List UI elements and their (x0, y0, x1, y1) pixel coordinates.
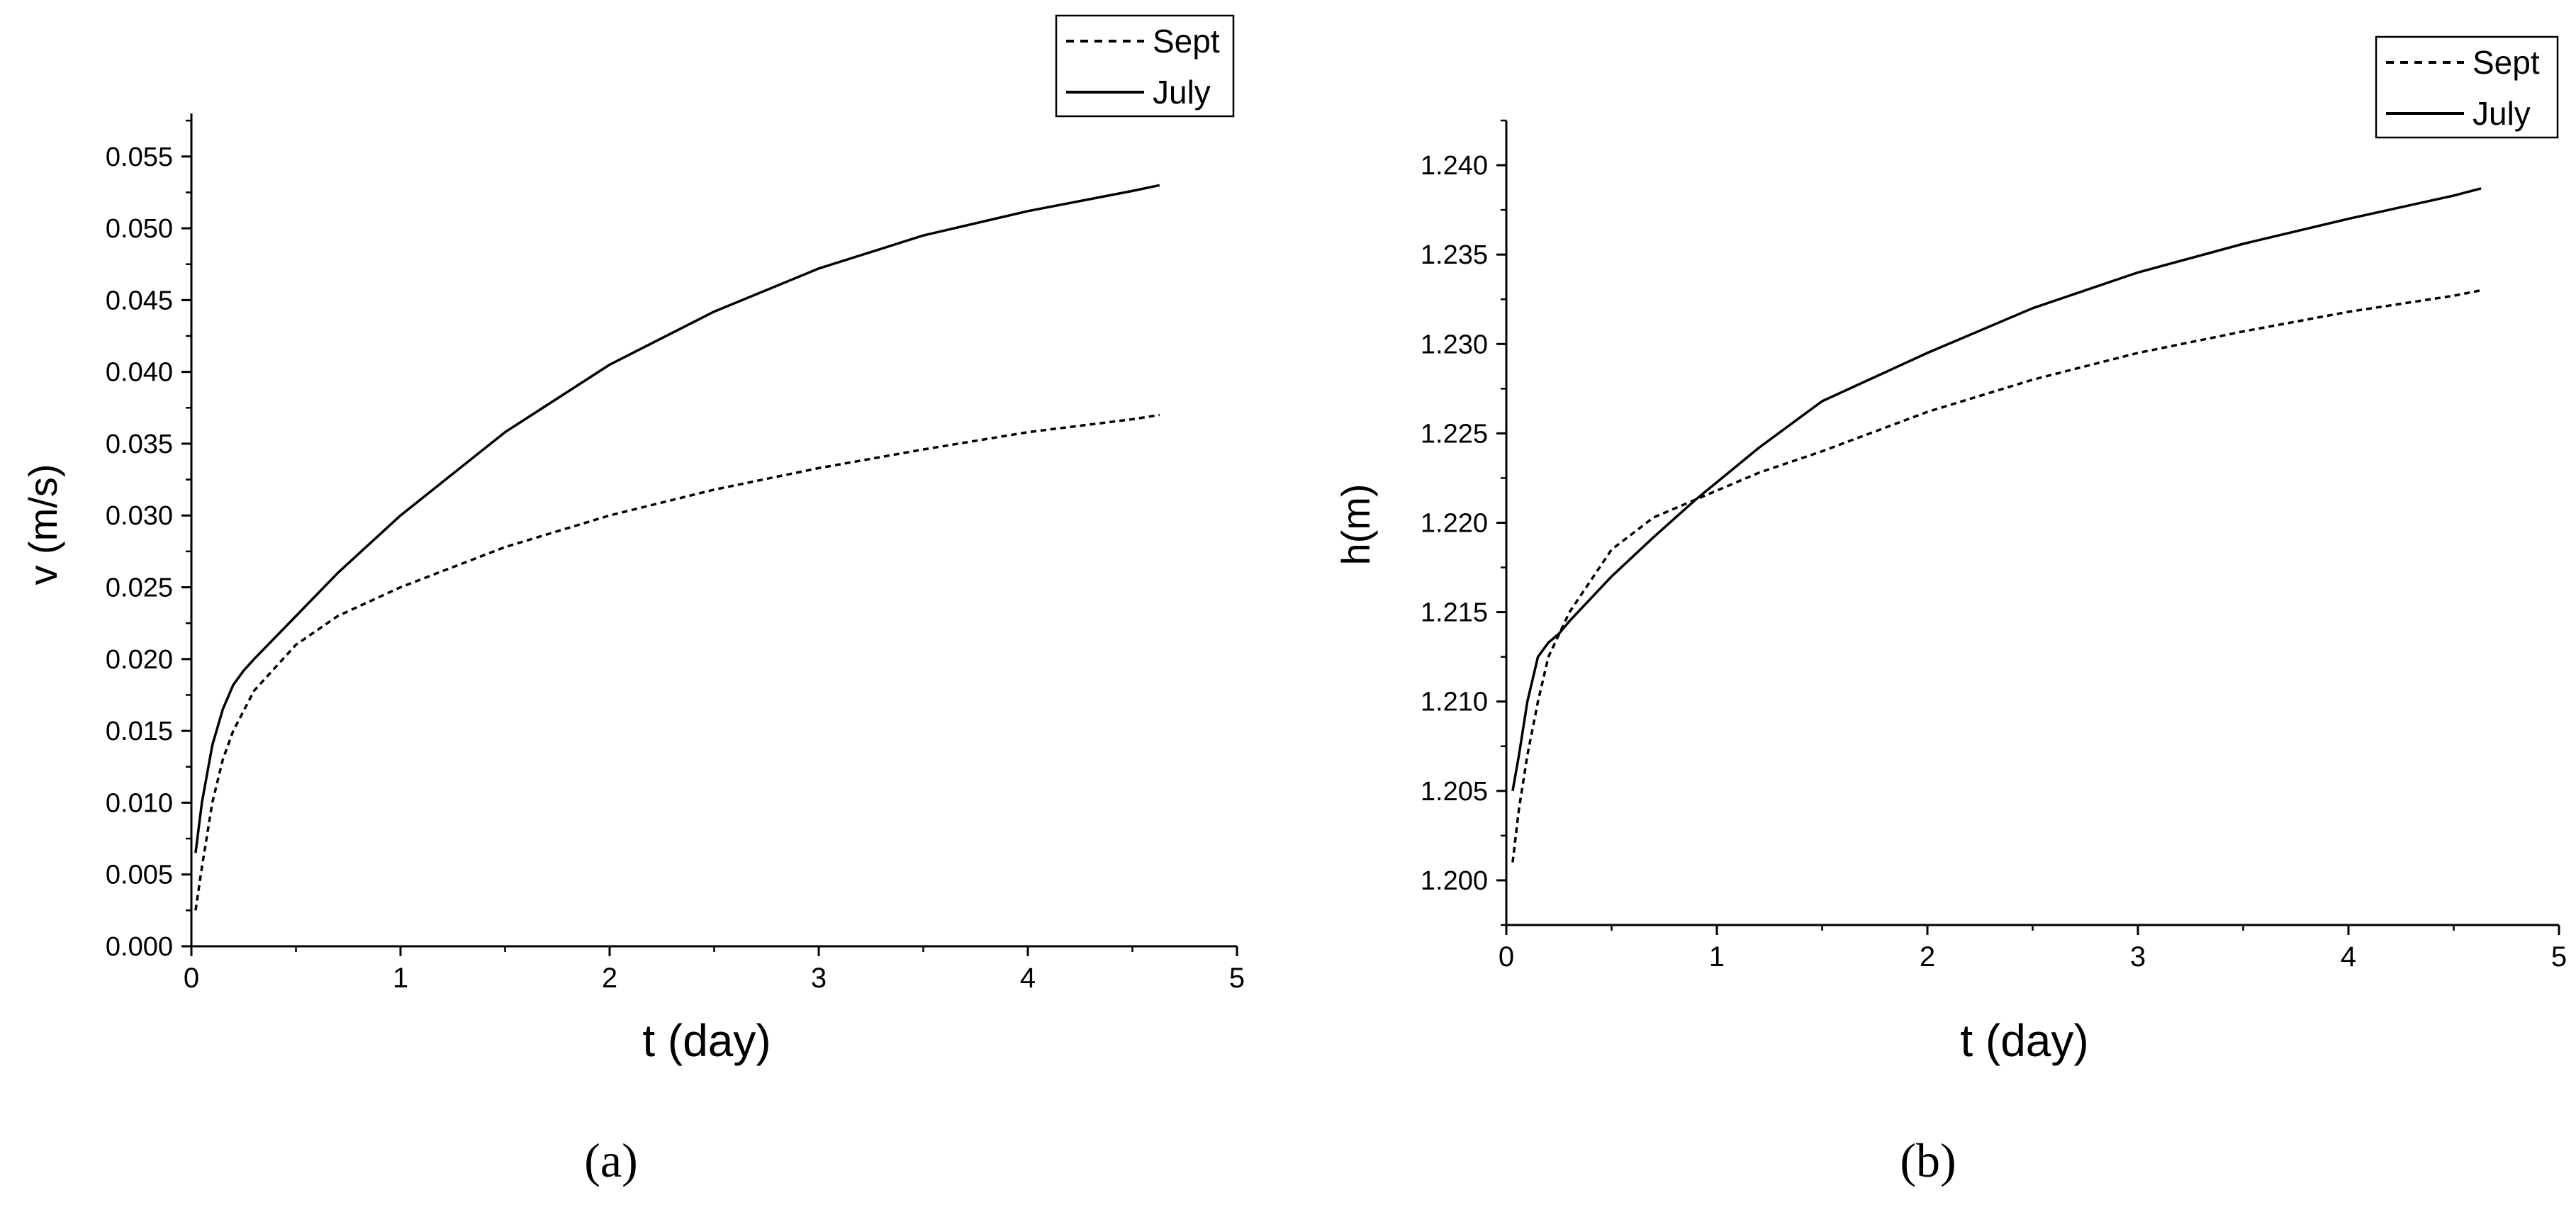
x-tick-label: 2 (1920, 941, 1935, 973)
plot-area: 0 1 2 3 4 5 0.000 0.005 0.010 0.015 0.020 0.025 0.03… (106, 113, 1245, 994)
x-tick-label: 1 (393, 963, 408, 994)
legend-box (2375, 35, 2559, 139)
legend: Sept July (2375, 35, 2559, 139)
x-tick-label: 2 (602, 963, 617, 994)
series-line-sept (1511, 288, 2482, 863)
x-axis-title: t (day) (1960, 1015, 2088, 1066)
y-tick-label: 0.045 (106, 286, 173, 315)
y-axis-title: v (m/s) (21, 464, 65, 585)
legend-label-july: July (1153, 74, 1211, 111)
x-tick-label: 0 (1499, 941, 1514, 973)
y-tick-label: 1.220 (1421, 509, 1488, 539)
y-tick-label: 1.210 (1421, 688, 1488, 717)
y-tick-label: 1.205 (1421, 777, 1488, 807)
panel-label: (a) (584, 1133, 637, 1187)
chart-panel-b: 0 1 2 3 4 5 1.200 1.205 1.210 1.215 1.220 1.225 1.23… (1333, 35, 2567, 1187)
panel-label: (b) (1900, 1133, 1956, 1187)
y-tick-label: 0.040 (106, 358, 173, 388)
y-tick-label: 1.230 (1421, 330, 1488, 359)
y-tick-label: 0.030 (106, 501, 173, 531)
legend-box (1055, 14, 1235, 118)
x-tick-label: 5 (1229, 963, 1245, 994)
chart-panel-a: 0 1 2 3 4 5 0.000 0.005 0.010 0.015 0.020 0.025 0.03… (21, 14, 1245, 1187)
plot-area: 0 1 2 3 4 5 1.200 1.205 1.210 1.215 1.220 1.225 1.23… (1421, 119, 2567, 973)
y-tick-label: 0.010 (106, 788, 173, 818)
y-tick-label: 1.240 (1421, 151, 1488, 181)
x-tick-label: 1 (1709, 941, 1725, 973)
y-axis-title: h(m) (1333, 483, 1378, 565)
legend-label-sept: Sept (1153, 23, 1220, 60)
series-line-july (1511, 187, 2482, 792)
legend: Sept July (1055, 14, 1235, 118)
x-tick-label: 0 (184, 963, 199, 994)
x-tick-label: 4 (1020, 963, 1036, 994)
y-tick-label: 1.225 (1421, 419, 1488, 449)
x-tick-label: 3 (811, 963, 827, 994)
legend-label-sept: Sept (2473, 44, 2540, 81)
y-tick-label: 0.005 (106, 861, 173, 890)
y-tick-label: 0.050 (106, 214, 173, 244)
y-tick-label: 0.025 (106, 573, 173, 603)
y-tick-label: 0.000 (106, 932, 173, 962)
y-tick-label: 0.020 (106, 645, 173, 675)
y-tick-label: 1.235 (1421, 240, 1488, 270)
series-line-sept (194, 413, 1160, 911)
y-tick-label: 1.200 (1421, 866, 1488, 896)
legend-label-july: July (2473, 95, 2531, 132)
y-tick-label: 0.055 (106, 142, 173, 172)
y-tick-label: 1.215 (1421, 598, 1488, 628)
x-axis-title: t (day) (642, 1015, 771, 1066)
y-tick-label: 0.035 (106, 430, 173, 459)
x-tick-label: 3 (2130, 941, 2146, 973)
series-line-july (194, 184, 1160, 853)
y-tick-label: 0.015 (106, 717, 173, 746)
x-tick-label: 4 (2341, 941, 2356, 973)
x-tick-label: 5 (2551, 941, 2567, 973)
